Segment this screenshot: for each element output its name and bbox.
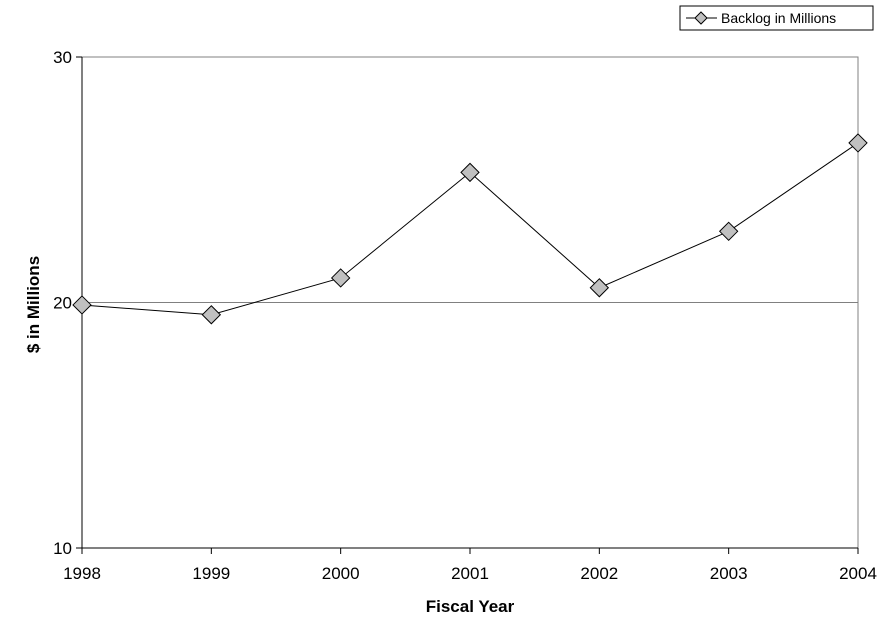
x-tick-label: 2003 [710,564,748,583]
data-point-1999 [201,305,222,325]
data-point-2000 [330,268,351,288]
x-tick-label: 2001 [451,564,489,583]
data-point-1998 [72,295,92,315]
gridlines [82,56,858,549]
x-tick-labels: 1998 1999 2000 2001 2002 2003 2004 [63,564,877,583]
data-point-2004 [848,133,868,153]
y-axis-title: $ in Millions [24,256,43,353]
y-tick-label: 30 [53,48,72,67]
y-tick-label: 10 [53,539,72,558]
x-tick-label: 2004 [839,564,877,583]
y-tick-label: 20 [53,294,72,313]
x-tick-label: 2000 [322,564,360,583]
x-tick-label: 1999 [192,564,230,583]
x-axis-title: Fiscal Year [426,597,515,616]
x-tick-label: 2002 [580,564,618,583]
legend: Backlog in Millions [679,5,874,31]
axes [76,56,859,554]
legend-marker-diamond-icon [694,11,708,25]
data-point-2002 [589,278,610,298]
data-point-2001 [460,162,480,183]
y-tick-labels: 10 20 30 [53,48,72,558]
x-tick-label: 1998 [63,564,101,583]
series-layer [72,133,868,325]
legend-entry-label: Backlog in Millions [721,10,836,26]
data-point-2003 [718,221,739,242]
